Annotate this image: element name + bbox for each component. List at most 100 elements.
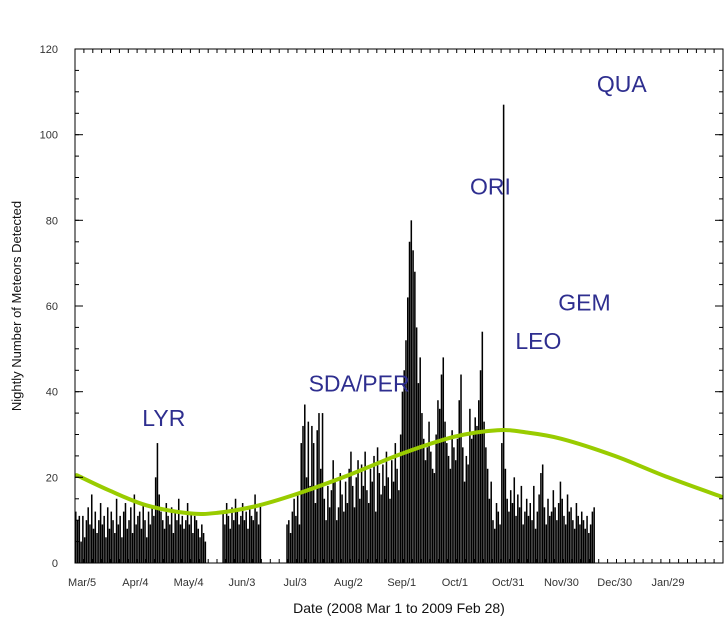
bar bbox=[350, 451, 352, 563]
bar bbox=[124, 503, 127, 563]
bar bbox=[541, 464, 544, 563]
y-tick-label: 0 bbox=[52, 558, 58, 570]
bar bbox=[149, 524, 152, 563]
bar bbox=[80, 541, 82, 563]
bar bbox=[257, 524, 260, 563]
bar bbox=[108, 528, 111, 563]
bar bbox=[511, 503, 514, 563]
bar bbox=[554, 507, 556, 563]
bar bbox=[495, 503, 498, 563]
bar bbox=[179, 524, 182, 563]
bar bbox=[222, 511, 224, 563]
bar bbox=[140, 528, 143, 563]
bar bbox=[241, 503, 244, 563]
bar bbox=[508, 511, 510, 563]
bar bbox=[373, 455, 375, 563]
bar bbox=[435, 434, 437, 563]
x-tick-label: Jan/29 bbox=[651, 577, 684, 589]
bar bbox=[391, 460, 393, 563]
bar bbox=[476, 425, 478, 563]
bar bbox=[417, 383, 420, 563]
bar bbox=[151, 507, 153, 563]
bar bbox=[147, 511, 150, 563]
bar bbox=[190, 511, 192, 563]
bar bbox=[462, 447, 464, 563]
bar bbox=[469, 408, 471, 563]
bar bbox=[163, 528, 166, 563]
bar bbox=[174, 511, 176, 563]
bar bbox=[121, 537, 123, 563]
bar bbox=[563, 515, 565, 563]
bar bbox=[518, 507, 521, 563]
bar bbox=[325, 520, 327, 563]
bar bbox=[376, 447, 379, 563]
bar bbox=[369, 468, 372, 563]
bar bbox=[371, 481, 374, 563]
bar bbox=[348, 468, 350, 563]
bar bbox=[75, 511, 77, 563]
bar bbox=[330, 490, 333, 563]
bar bbox=[444, 421, 446, 563]
bar bbox=[406, 297, 409, 563]
bar bbox=[167, 515, 169, 563]
bar bbox=[549, 515, 551, 563]
bar bbox=[82, 515, 84, 563]
y-tick-label: 20 bbox=[46, 472, 58, 484]
bar bbox=[204, 541, 207, 563]
bar bbox=[117, 524, 120, 563]
shower-label: LEO bbox=[515, 328, 561, 354]
x-tick-label: Aug/2 bbox=[334, 577, 363, 589]
y-tick-label: 60 bbox=[46, 301, 58, 313]
bar bbox=[573, 528, 576, 563]
bar bbox=[545, 524, 547, 563]
bar bbox=[401, 391, 404, 563]
bar bbox=[296, 494, 299, 563]
bar bbox=[550, 511, 553, 563]
bar bbox=[341, 494, 343, 563]
bar bbox=[320, 468, 322, 563]
bar bbox=[566, 494, 569, 563]
bar bbox=[344, 481, 347, 563]
bar bbox=[440, 374, 443, 563]
bar bbox=[103, 515, 105, 563]
bar bbox=[89, 524, 91, 563]
bar bbox=[259, 503, 262, 563]
x-tick-label: Jul/3 bbox=[283, 577, 306, 589]
bar bbox=[304, 404, 306, 563]
bar bbox=[547, 498, 549, 563]
bar bbox=[362, 485, 365, 563]
y-tick-label: 120 bbox=[40, 44, 58, 56]
bar bbox=[346, 503, 349, 563]
bar bbox=[485, 447, 487, 563]
bar bbox=[106, 507, 109, 563]
bar bbox=[577, 515, 579, 563]
bar bbox=[387, 477, 389, 563]
bar bbox=[359, 498, 361, 563]
bar bbox=[291, 511, 294, 563]
bar bbox=[421, 413, 423, 563]
bar bbox=[525, 498, 528, 563]
bar bbox=[288, 520, 290, 563]
bar bbox=[536, 511, 539, 563]
x-tick-label: Apr/4 bbox=[122, 577, 148, 589]
ticks-layer: 0 20 40 60 80 100 120 Mar/5 Apr/4 May/4 Jun/3 Jul/3… bbox=[40, 44, 724, 589]
bar bbox=[131, 533, 134, 563]
bar bbox=[243, 520, 246, 563]
bar bbox=[431, 468, 434, 563]
bars-layer bbox=[75, 104, 595, 564]
bar bbox=[158, 494, 160, 563]
bar bbox=[238, 524, 240, 563]
bar bbox=[195, 520, 198, 563]
bar bbox=[197, 528, 200, 563]
trend-curve bbox=[74, 428, 724, 517]
bar bbox=[557, 503, 560, 563]
bar bbox=[438, 408, 441, 563]
bar bbox=[142, 503, 144, 563]
x-axis-title: Date (2008 Mar 1 to 2009 Feb 28) bbox=[293, 600, 505, 616]
bar bbox=[415, 327, 418, 563]
bar bbox=[169, 524, 171, 563]
bar bbox=[486, 468, 489, 563]
x-tick-label: Sep/1 bbox=[387, 577, 416, 589]
shower-label: LYR bbox=[142, 405, 185, 431]
shower-label: GEM bbox=[558, 289, 610, 315]
